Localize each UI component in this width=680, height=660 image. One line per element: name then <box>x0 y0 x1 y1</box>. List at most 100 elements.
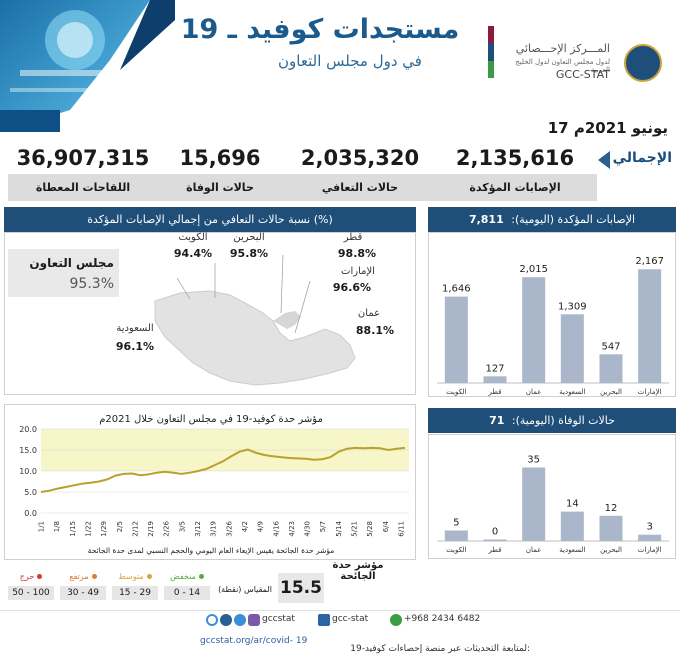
x-tick-label: 2/12 <box>131 521 139 537</box>
totals-label-bar <box>8 174 597 201</box>
x-tick-label: 1/8 <box>53 521 61 532</box>
scale-level-range: 0 - 14 <box>164 586 210 600</box>
daily-cases-header: الإصابات المؤكدة (اليومية): 7,811 <box>428 207 676 232</box>
bar-value-label: 5 <box>453 518 459 529</box>
bar-value-label: 3 <box>646 522 652 533</box>
x-tick-label: 4/30 <box>304 521 312 537</box>
scale-level-range: 30 - 49 <box>60 586 106 600</box>
y-tick-label: 5.0 <box>24 488 37 497</box>
bar-0 <box>444 296 468 383</box>
bar-category-label: البحرين <box>600 546 622 554</box>
severity-label: مؤشر حدة الجائحة <box>332 560 384 582</box>
x-tick-label: 4/23 <box>288 521 296 537</box>
logo-color-bar <box>488 26 494 78</box>
bar-category-label: عمان <box>526 388 542 396</box>
total-vaccines-label: اللقاحات المعطاة <box>35 181 131 194</box>
org-name-english: GCC-STAT <box>555 68 610 81</box>
scale-level-dot <box>91 574 97 579</box>
bar-value-label: 2,167 <box>635 256 664 267</box>
footer-follow-row: لمتابعة التحديثات عبر منصة إحصاءات كوفيد… <box>200 636 530 655</box>
scale-level-range: 15 - 29 <box>112 586 158 600</box>
map-value-kuwait: 94.4% <box>173 247 213 260</box>
severity-line <box>40 446 406 493</box>
bar-3 <box>560 314 584 383</box>
y-tick-label: 10.0 <box>19 467 37 476</box>
total-arrow-icon <box>598 151 610 169</box>
line-chart-title: مؤشر حدة كوفيد-19 في مجلس التعاون خلال 2… <box>99 414 323 425</box>
scale-level-dot <box>37 574 43 579</box>
total-confirmed-value: 2,135,616 <box>455 146 575 170</box>
scale-title: المقياس (نقطة) <box>218 585 272 594</box>
whatsapp-icon <box>390 614 402 626</box>
bar-5 <box>638 269 662 383</box>
scale-level-name: مرتفع <box>60 572 106 581</box>
total-deaths-value: 15,696 <box>179 146 261 170</box>
bar-category-label: الإمارات <box>638 388 662 396</box>
recovery-panel-title: نسبة حالات التعافي من إجمالي الإصابات ال… <box>87 213 333 226</box>
line-chart-note: مؤشر حدة الجائحة يقيس الإيعاء العام اليو… <box>88 546 335 555</box>
web-icon <box>220 614 232 626</box>
bar-0 <box>444 530 468 541</box>
bar-category-label: عمان <box>526 546 542 554</box>
daily-deaths-total: 71 <box>489 414 505 427</box>
footer-follow-text: لمتابعة التحديثات عبر منصة إحصاءات كوفيد… <box>350 644 530 654</box>
twitter-icon <box>234 614 246 626</box>
org-name-arabic-sub: لدول مجلس التعاون لدول الخليج العربية <box>515 58 610 74</box>
bar-category-label: الإمارات <box>638 546 662 554</box>
bar-3 <box>560 511 584 541</box>
daily-cases-total: 7,811 <box>468 213 504 226</box>
daily-cases-panel: 1,646 الكويت 127 قطر 2,015 عمان 1,309 السعودية 5… <box>428 232 676 397</box>
bar-value-label: 14 <box>566 499 579 510</box>
bar-4 <box>599 354 623 383</box>
daily-cases-title: الإصابات المؤكدة (اليومية): <box>511 213 636 226</box>
gcc-recovery-label: مجلس التعاون <box>29 256 114 270</box>
bar-2 <box>522 467 546 541</box>
report-date: 17 يونيو 2021م <box>547 119 668 137</box>
bar-value-label: 547 <box>601 341 620 352</box>
x-tick-label: 2/5 <box>116 521 124 532</box>
daily-deaths-chart: 5 الكويت 0 قطر 35 عمان 14 السعودية 12 البحرين 3 الإ… <box>437 455 669 554</box>
bar-4 <box>599 515 623 541</box>
page-title: مستجدات كوفيد ـ 19 <box>180 14 460 45</box>
bar-1 <box>483 376 507 383</box>
total-deaths-label: حالات الوفاة <box>186 181 254 194</box>
x-tick-label: 4/9 <box>257 521 265 532</box>
x-tick-label: 3/12 <box>194 521 202 537</box>
x-tick-label: 5/7 <box>319 521 327 532</box>
x-tick-label: 1/1 <box>38 521 46 532</box>
bar-category-label: السعودية <box>559 388 585 396</box>
map-label-saudi: السعودية <box>116 323 154 334</box>
scale-level-dot <box>198 574 204 579</box>
scale-level-label: مرتفع <box>69 572 89 581</box>
map-value-oman: 88.1% <box>355 324 395 337</box>
x-tick-label: 6/4 <box>382 520 390 532</box>
x-tick-label: 3/5 <box>178 521 186 532</box>
footer-handle-1[interactable]: gccstat <box>262 614 295 624</box>
gcc-recovery-value: 95.3% <box>69 276 114 292</box>
total-label: الإجمالي <box>612 150 672 166</box>
map-value-bahrain: 95.8% <box>229 247 269 260</box>
page-subtitle: في دول مجلس التعاون <box>278 52 422 70</box>
instagram-icon <box>248 614 260 626</box>
bar-value-label: 35 <box>527 455 540 466</box>
footer-url[interactable]: gccstat.org/ar/covid- 19 <box>200 636 308 646</box>
bar-value-label: 2,015 <box>519 264 548 275</box>
bar-5 <box>638 534 662 541</box>
footer-handle-2[interactable]: gcc-stat <box>332 614 369 624</box>
map-value-saudi: 96.1% <box>115 340 155 353</box>
x-tick-label: 5/28 <box>366 521 374 537</box>
refresh-icon <box>206 614 218 626</box>
bar-value-label: 12 <box>605 503 618 514</box>
facebook-icon <box>318 614 330 626</box>
daily-deaths-title: حالات الوفاة (اليومية): <box>511 414 615 427</box>
bar-value-label: 1,646 <box>442 284 471 295</box>
bar-category-label: السعودية <box>559 546 585 554</box>
recovery-map-panel <box>4 232 416 395</box>
footer-phone[interactable]: +968 2434 6482 <box>404 614 481 624</box>
x-tick-label: 6/11 <box>398 521 406 537</box>
x-tick-label: 2/19 <box>147 521 155 537</box>
x-tick-label: 5/21 <box>351 521 359 537</box>
scale-level-dot <box>146 574 152 579</box>
total-recovered-label: حالات التعافي <box>321 181 399 194</box>
x-tick-label: 1/22 <box>84 521 92 537</box>
